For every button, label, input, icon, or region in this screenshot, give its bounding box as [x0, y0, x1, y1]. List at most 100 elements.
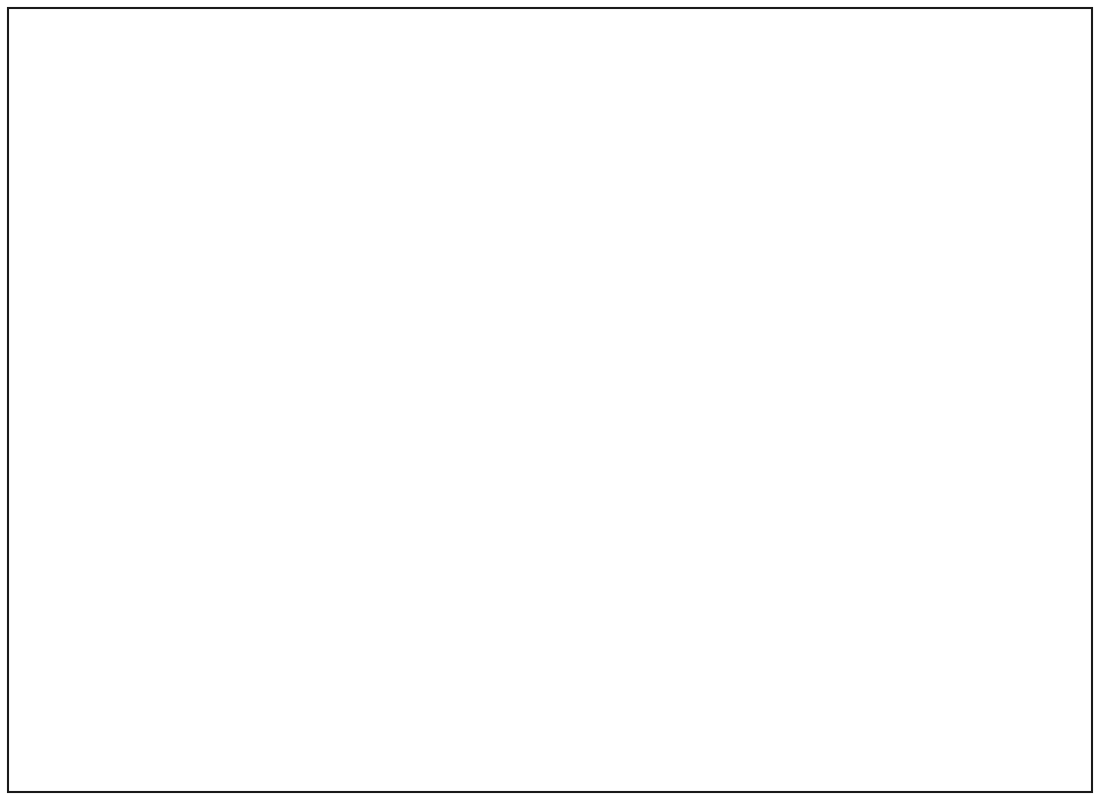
Text: 6: 6	[20, 301, 29, 315]
Circle shape	[165, 300, 175, 310]
Circle shape	[370, 530, 390, 550]
Bar	[880, 205, 925, 225]
Text: 3: 3	[1071, 165, 1080, 179]
Text: 36: 36	[14, 597, 34, 611]
Text: 28: 28	[604, 445, 624, 459]
Text: 5: 5	[375, 29, 384, 43]
Text: 27: 27	[543, 445, 563, 459]
Circle shape	[304, 384, 316, 396]
Bar	[880, 155, 925, 175]
Bar	[217, 140, 227, 195]
Ellipse shape	[695, 302, 875, 358]
Ellipse shape	[603, 518, 627, 554]
Bar	[100, 340, 122, 370]
Circle shape	[359, 619, 371, 631]
Circle shape	[417, 552, 433, 568]
Polygon shape	[180, 265, 324, 385]
Bar	[217, 216, 233, 224]
Circle shape	[399, 489, 411, 501]
Bar	[217, 140, 227, 195]
Ellipse shape	[50, 300, 60, 320]
Ellipse shape	[434, 620, 446, 628]
Text: 19: 19	[648, 754, 668, 769]
Bar	[330, 313, 358, 337]
Bar	[207, 137, 236, 145]
Text: 3: 3	[1071, 381, 1080, 395]
Ellipse shape	[764, 104, 805, 120]
Ellipse shape	[220, 518, 370, 602]
Circle shape	[283, 548, 307, 572]
Text: 17: 17	[1066, 605, 1086, 619]
Ellipse shape	[402, 316, 422, 348]
Ellipse shape	[628, 195, 652, 235]
Circle shape	[158, 423, 172, 437]
Text: 29: 29	[395, 330, 415, 345]
Bar	[777, 435, 793, 440]
Text: 24: 24	[202, 754, 222, 769]
Circle shape	[702, 388, 718, 404]
Bar	[412, 324, 448, 340]
Ellipse shape	[764, 104, 805, 120]
Ellipse shape	[913, 245, 937, 285]
Bar	[330, 313, 358, 337]
Bar	[374, 377, 386, 382]
Circle shape	[236, 356, 264, 384]
Circle shape	[417, 577, 433, 593]
Text: 16: 16	[799, 425, 818, 439]
Bar	[880, 205, 925, 225]
Text: 10: 10	[1066, 109, 1086, 123]
Ellipse shape	[240, 238, 260, 248]
Circle shape	[395, 485, 415, 505]
Circle shape	[300, 310, 320, 330]
Circle shape	[304, 314, 316, 326]
Bar	[95, 345, 103, 360]
Polygon shape	[120, 340, 155, 390]
Bar	[640, 205, 690, 225]
Ellipse shape	[40, 286, 70, 334]
Circle shape	[417, 527, 433, 543]
Text: 39: 39	[14, 249, 34, 263]
Bar	[764, 112, 805, 132]
Circle shape	[480, 525, 560, 605]
Circle shape	[280, 390, 290, 400]
Bar	[205, 243, 225, 253]
Circle shape	[187, 362, 204, 378]
Circle shape	[240, 320, 260, 340]
Text: 5: 5	[510, 29, 519, 43]
Bar	[575, 527, 615, 545]
Text: 21: 21	[395, 754, 415, 769]
Text: 34: 34	[626, 341, 646, 355]
Text: eurospares: eurospares	[584, 334, 795, 366]
Bar	[277, 253, 293, 275]
Polygon shape	[425, 520, 465, 600]
Circle shape	[242, 362, 258, 378]
Text: 14: 14	[1066, 437, 1086, 451]
Ellipse shape	[497, 651, 513, 663]
Circle shape	[405, 340, 415, 350]
Text: 32: 32	[630, 257, 650, 271]
Bar	[277, 253, 293, 275]
Text: 26: 26	[483, 445, 503, 459]
Text: 23: 23	[263, 754, 283, 769]
Circle shape	[290, 555, 300, 565]
Bar	[239, 434, 251, 440]
Text: 10: 10	[586, 754, 606, 769]
Circle shape	[350, 460, 370, 480]
Circle shape	[365, 525, 395, 555]
Polygon shape	[465, 500, 575, 630]
Ellipse shape	[913, 145, 937, 185]
Ellipse shape	[605, 248, 625, 262]
Circle shape	[420, 555, 430, 565]
Circle shape	[300, 380, 320, 400]
Ellipse shape	[917, 201, 933, 229]
Ellipse shape	[165, 453, 182, 463]
Circle shape	[375, 335, 385, 345]
Bar	[205, 243, 225, 253]
Text: 5: 5	[20, 125, 29, 139]
Circle shape	[420, 580, 430, 590]
Text: eurospares: eurospares	[95, 583, 306, 617]
Polygon shape	[300, 265, 324, 410]
Circle shape	[502, 547, 538, 583]
Circle shape	[280, 300, 290, 310]
Bar	[640, 205, 690, 225]
